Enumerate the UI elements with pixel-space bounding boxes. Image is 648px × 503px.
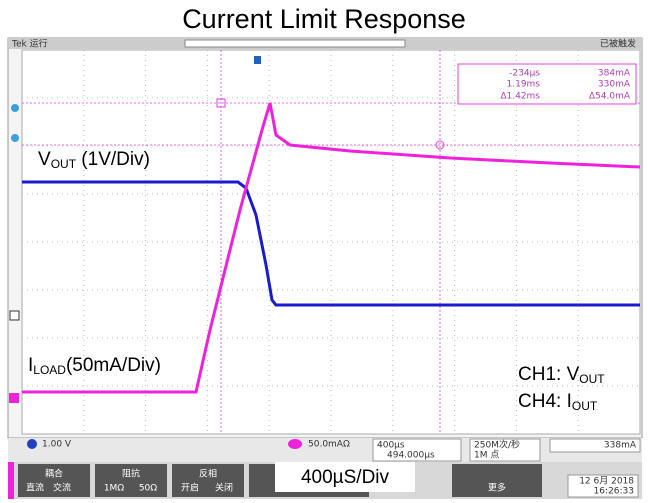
ch4-marker xyxy=(9,393,19,403)
ch1-icon xyxy=(27,439,37,449)
screenshot: Current Limit Response Tek 运行 已被触发 -234µ… xyxy=(0,0,648,499)
menu-label: 更多 xyxy=(488,482,506,494)
v1: 384mA xyxy=(598,69,631,79)
record-bar xyxy=(185,40,405,47)
top-right: 已被触发 xyxy=(600,38,636,50)
timebase-label: 400µS/Div xyxy=(301,467,390,488)
top-left: Tek 运行 xyxy=(11,38,48,50)
delay: 494.000µs xyxy=(387,451,435,461)
dt: Δ1.42ms xyxy=(500,92,540,102)
dv: Δ54.0mA xyxy=(589,92,631,102)
t2: 1.19ms xyxy=(507,80,541,90)
ch4-icon xyxy=(288,439,302,449)
menu-invert[interactable]: 反相 开启 关闭 xyxy=(172,464,244,497)
menu-option: 开启 xyxy=(181,482,199,494)
menu-label: 反相 xyxy=(199,468,217,480)
menu-impedance[interactable]: 阻抗 1MΩ 50Ω xyxy=(95,464,167,497)
title: Current Limit Response xyxy=(182,4,466,34)
menu-channel xyxy=(8,462,14,499)
menu-option: 交流 xyxy=(53,482,71,494)
menu-label: 耦合 xyxy=(45,468,63,480)
date: 12 6月 2018 xyxy=(579,476,634,487)
ch4-scale: 50.0mAΩ xyxy=(308,440,350,450)
rate: 250M次/秒 xyxy=(474,439,520,451)
t1: -234µs xyxy=(509,69,540,79)
menu-option: 关闭 xyxy=(215,482,233,494)
menu-coupling[interactable]: 耦合 直流 交流 xyxy=(18,464,90,497)
menu-label: 阻抗 xyxy=(122,468,140,480)
marker-a xyxy=(11,104,19,112)
v2: 330mA xyxy=(598,80,631,90)
trigger-level: 338mA xyxy=(604,441,637,451)
ch1-scale: 1.00 V xyxy=(42,440,72,450)
marker-b xyxy=(11,134,19,142)
page: Current Limit Response Tek 运行 已被触发 -234µ… xyxy=(0,0,648,499)
menu-option: 1MΩ xyxy=(104,484,124,494)
menu-option: 50Ω xyxy=(139,484,157,494)
time: 16:26:33 xyxy=(594,487,634,497)
points: 1M 点 xyxy=(474,450,499,461)
time-scale: 400µs xyxy=(377,441,405,451)
ch1-marker xyxy=(10,311,19,320)
menu-more[interactable]: 更多 xyxy=(452,464,542,497)
trigger-marker xyxy=(254,56,261,64)
menu-option: 直流 xyxy=(26,482,44,494)
